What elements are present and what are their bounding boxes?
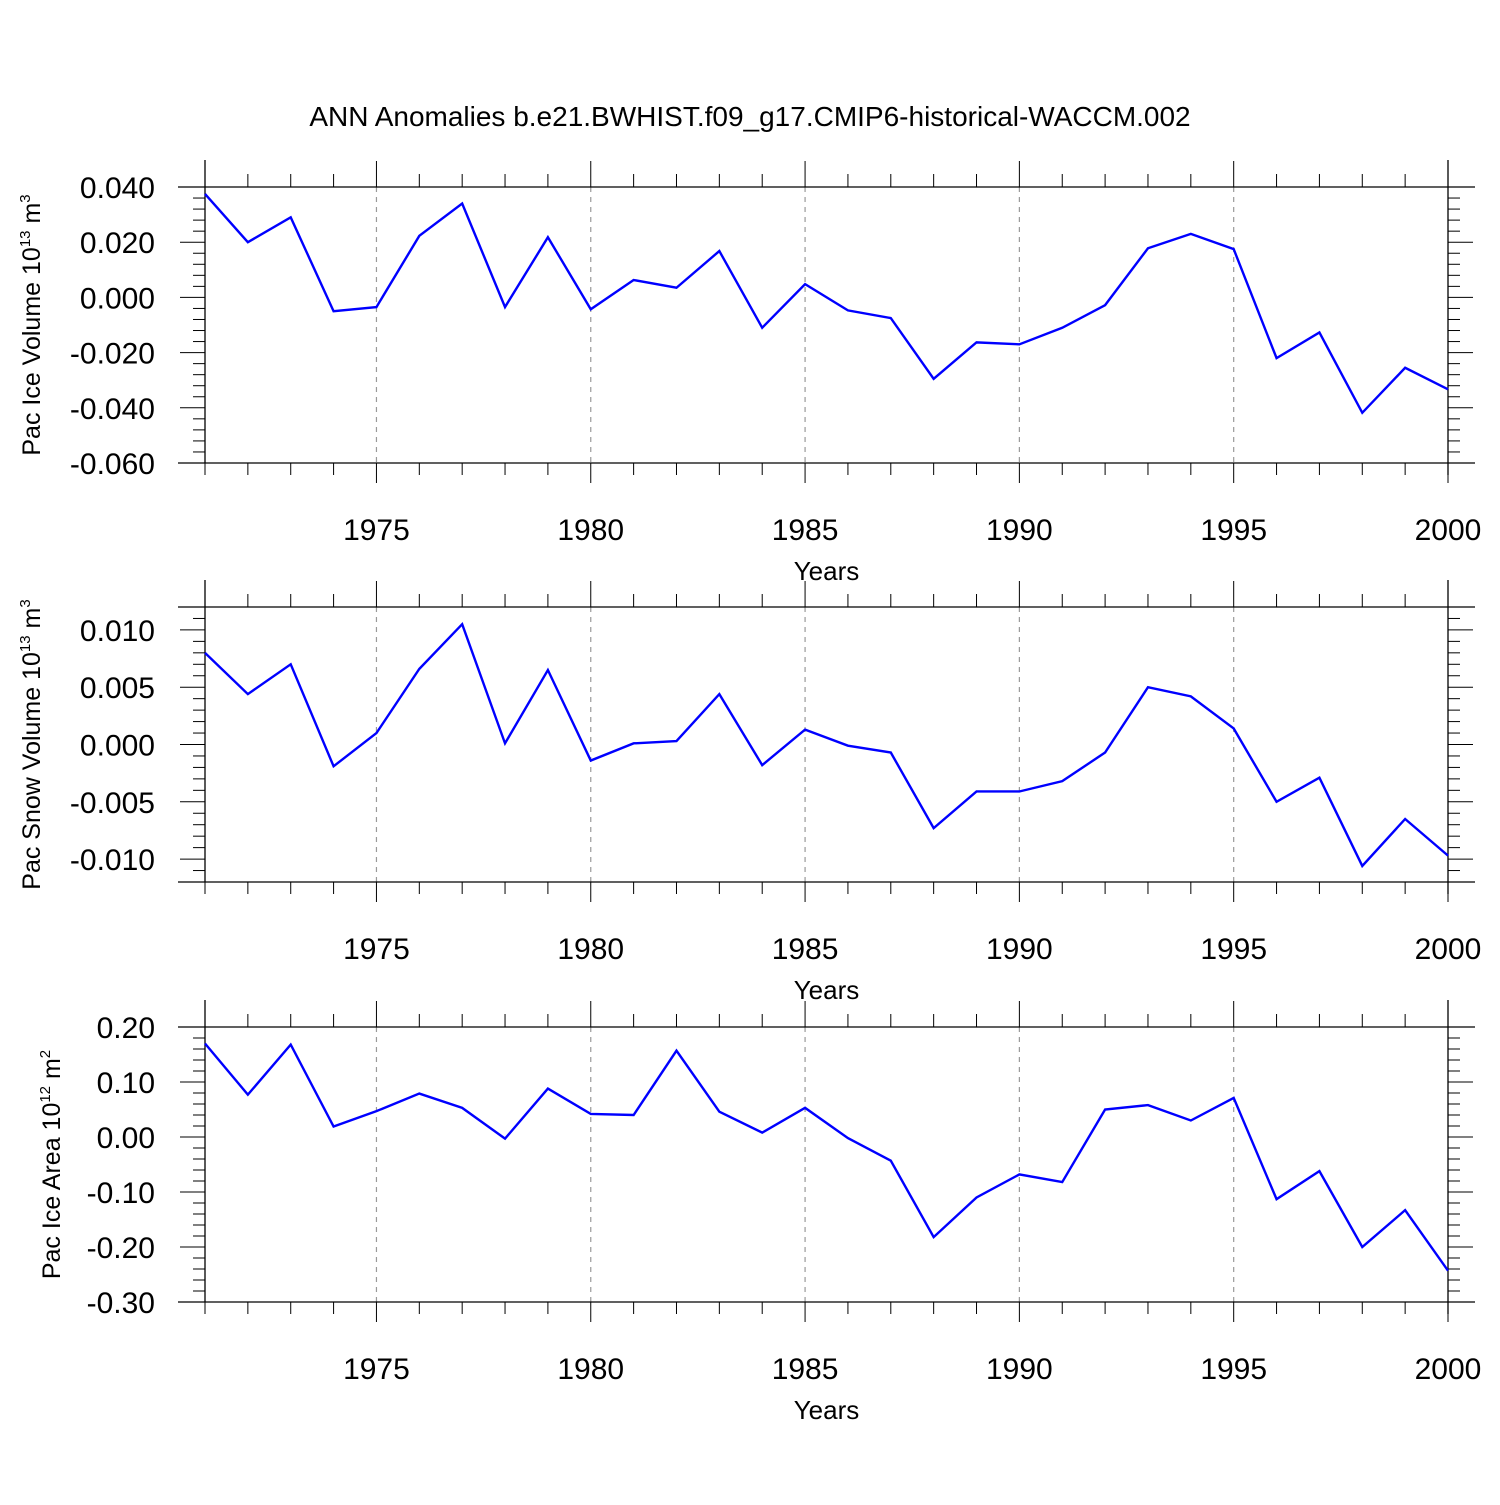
y-tick-label: -0.060 [70,448,155,481]
y-tick-label: 0.000 [80,282,155,315]
y-tick-label: 0.10 [97,1067,155,1100]
x-tick-label: 1990 [986,1353,1053,1386]
y-tick-label: -0.10 [87,1177,155,1210]
x-tick-label: 1980 [557,933,624,966]
x-axis-label: Years [794,1395,860,1425]
figure-title: ANN Anomalies b.e21.BWHIST.f09_g17.CMIP6… [309,101,1190,132]
x-tick-label: 1995 [1200,514,1267,547]
y-tick-label: 0.010 [80,615,155,648]
y-tick-label: -0.040 [70,393,155,426]
y-tick-label: -0.010 [70,844,155,877]
series-line [205,624,1448,866]
y-tick-label: -0.005 [70,787,155,820]
panel-2: 0.010 0.005 0.000 -0.005 -0.010 1975 1980 1985 1… [17,580,1481,1005]
x-tick-label: 1995 [1200,933,1267,966]
y-axis-label: Pac Ice Area 1012 m2 [37,1050,66,1279]
series-line [205,1044,1448,1271]
y-axis-label: Pac Snow Volume 1013 m3 [17,599,46,889]
y-tick-label: 0.20 [97,1012,155,1045]
x-tick-label: 1975 [343,1353,410,1386]
y-tick-label: -0.20 [87,1232,155,1265]
y-tick-label: -0.30 [87,1287,155,1320]
x-tick-label: 2000 [1415,514,1482,547]
x-tick-label: 1980 [557,1353,624,1386]
x-tick-label: 2000 [1415,933,1482,966]
x-tick-label: 1975 [343,514,410,547]
panel-1: 0.040 0.020 0.000 -0.020 -0.040 -0.060 1975 198… [17,160,1481,586]
y-tick-label: 0.020 [80,227,155,260]
x-axis-label: Years [794,975,860,1005]
y-tick-label: 0.00 [97,1122,155,1155]
x-tick-label: 1985 [772,1353,839,1386]
x-tick-label: 1975 [343,933,410,966]
x-tick-label: 2000 [1415,1353,1482,1386]
y-tick-label: -0.020 [70,338,155,371]
x-tick-label: 1985 [772,933,839,966]
series-line [205,194,1448,413]
x-tick-label: 1990 [986,933,1053,966]
y-tick-label: 0.005 [80,672,155,705]
y-tick-label: 0.000 [80,730,155,763]
x-tick-label: 1995 [1200,1353,1267,1386]
x-tick-label: 1980 [557,514,624,547]
panel-3: 0.20 0.10 0.00 -0.10 -0.20 -0.30 1975 1980 1985 1… [37,1000,1481,1425]
y-axis-label: Pac Ice Volume 1013 m3 [17,194,46,455]
x-tick-label: 1985 [772,514,839,547]
x-tick-label: 1990 [986,514,1053,547]
x-axis-label: Years [794,556,860,586]
y-tick-label: 0.040 [80,172,155,205]
